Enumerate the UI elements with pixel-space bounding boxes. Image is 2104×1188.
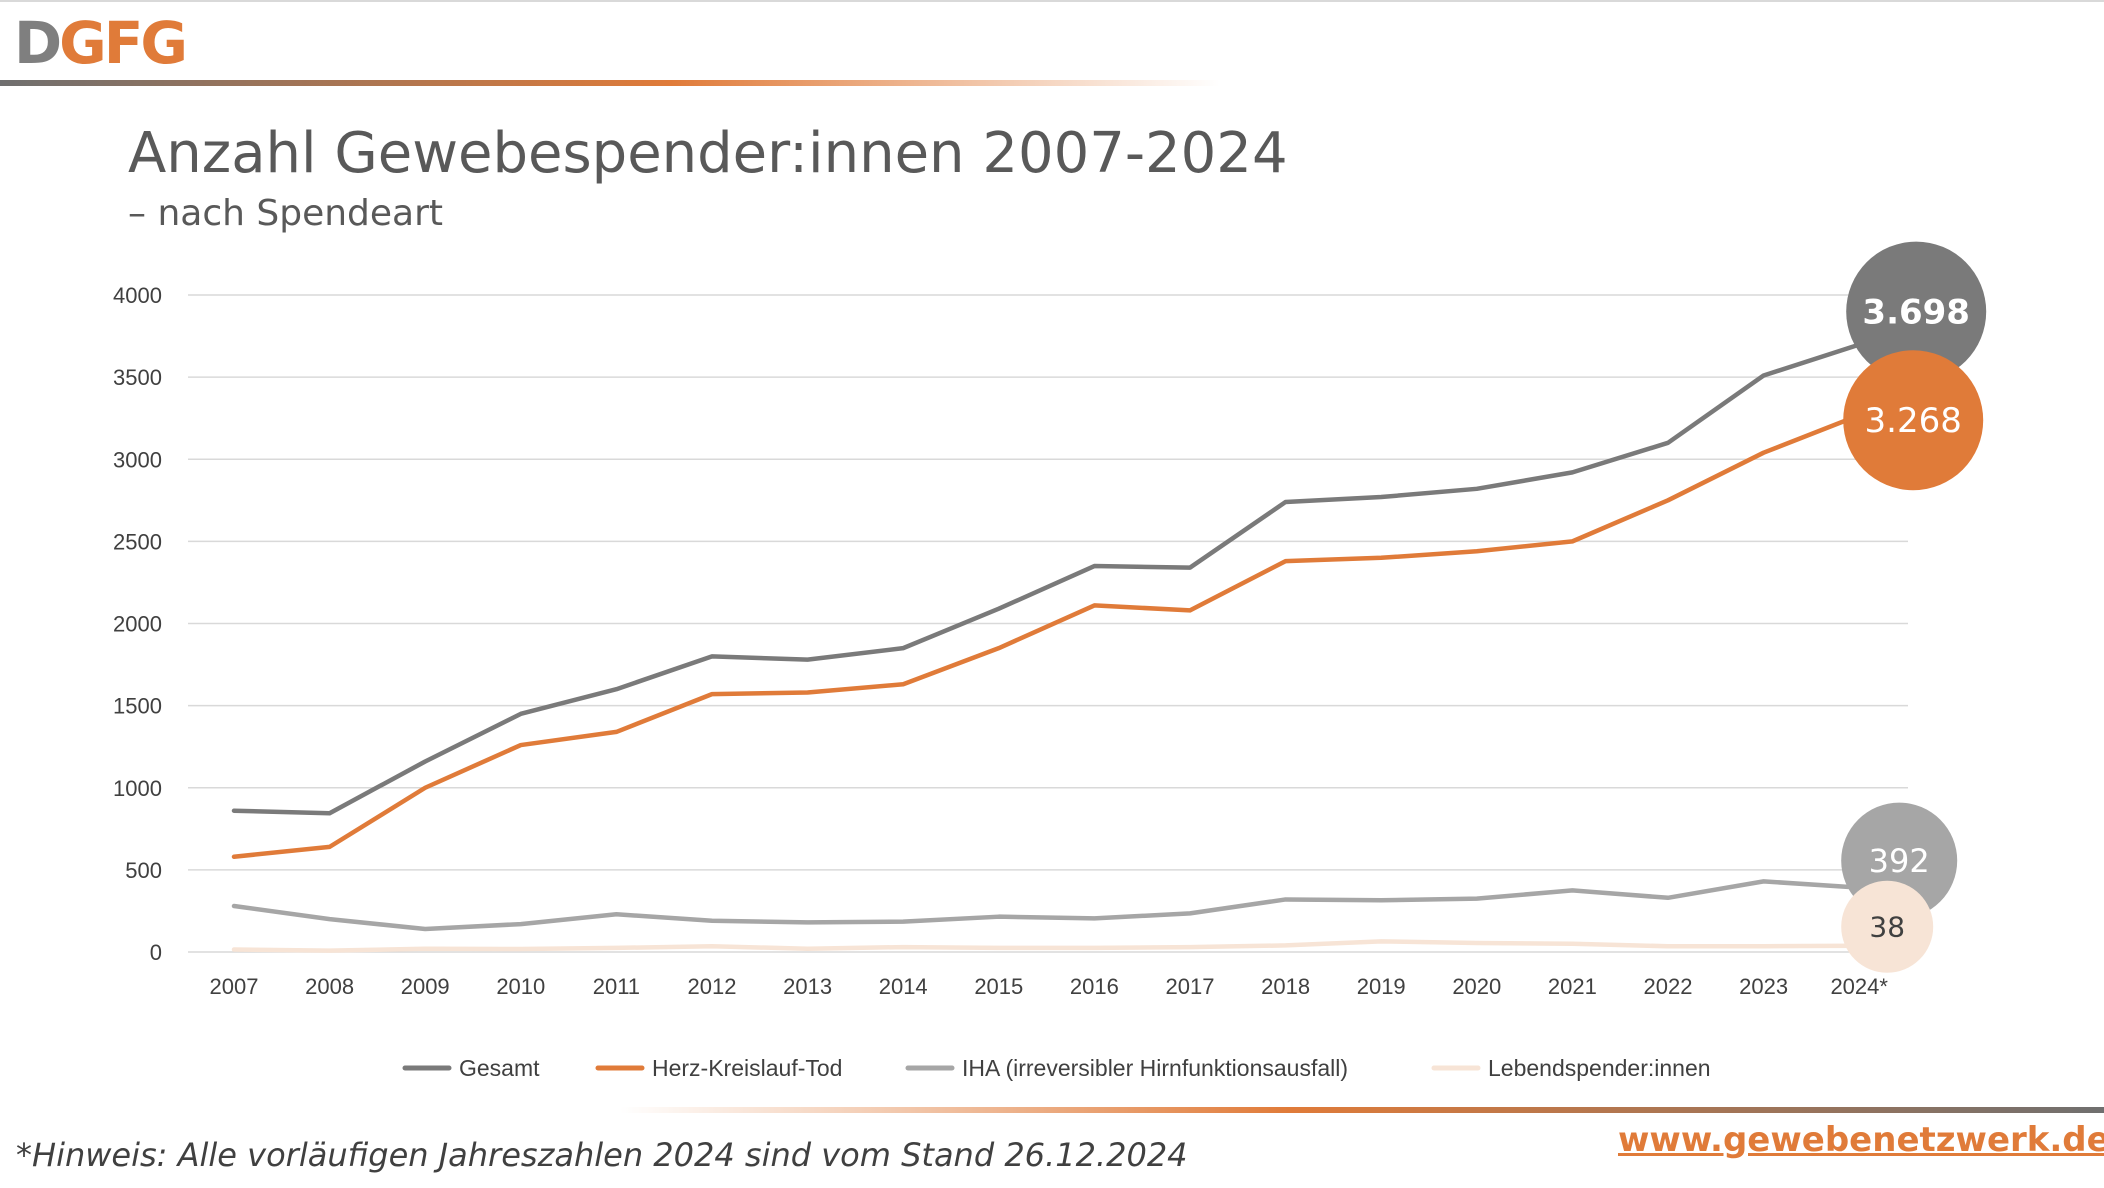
x-tick-label: 2007 bbox=[210, 974, 259, 999]
x-tick-label: 2013 bbox=[783, 974, 832, 999]
x-tick-label: 2021 bbox=[1548, 974, 1597, 999]
footnote: *Hinweis: Alle vorläufigen Jahreszahlen … bbox=[16, 1136, 1188, 1174]
x-tick-label: 2017 bbox=[1166, 974, 1215, 999]
grid-layer bbox=[188, 294, 1908, 953]
chart-title: Anzahl Gewebespender:innen 2007-2024 bbox=[128, 121, 1288, 186]
website-link[interactable]: www.gewebenetzwerk.de bbox=[1618, 1120, 2104, 1160]
x-tick-label: 2014 bbox=[879, 974, 928, 999]
end-label-value: 392 bbox=[1869, 842, 1930, 880]
logo-letters-gfg: GFG bbox=[59, 9, 188, 77]
x-tick-label: 2012 bbox=[688, 974, 737, 999]
end-label-bubble bbox=[1846, 241, 1987, 382]
end-label-bubble bbox=[1843, 350, 1984, 491]
end-label-value: 38 bbox=[1869, 911, 1905, 944]
series-line-herz-kreislauf-tod bbox=[231, 412, 1862, 859]
y-tick-label: 500 bbox=[125, 858, 162, 883]
legend: Gesamt Herz-Kreislauf-Tod IHA (irreversibl… bbox=[402, 1055, 1711, 1081]
legend-label: Gesamt bbox=[459, 1055, 540, 1081]
footer-divider bbox=[620, 1107, 2104, 1113]
legend-label: Lebendspender:innen bbox=[1488, 1055, 1711, 1081]
series-line-iha-irreversibler-hirnfunktionsausfall bbox=[231, 879, 1862, 932]
end-labels: 3.698 3.268 392 38 bbox=[1841, 241, 1987, 973]
end-label-value: 3.698 bbox=[1862, 293, 1970, 333]
logo-letter-d: D bbox=[14, 9, 62, 77]
series-line-gesamt bbox=[231, 342, 1862, 816]
x-tick-label: 2011 bbox=[593, 974, 640, 999]
x-tick-label: 2024* bbox=[1830, 974, 1888, 999]
y-tick-label: 1000 bbox=[113, 776, 162, 801]
top-rule bbox=[0, 0, 2104, 2]
x-tick-label: 2023 bbox=[1739, 974, 1788, 999]
y-tick-label: 4000 bbox=[113, 283, 162, 308]
legend-label: Herz-Kreislauf-Tod bbox=[652, 1055, 842, 1081]
end-label-bubble bbox=[1841, 880, 1934, 973]
x-tick-label: 2022 bbox=[1644, 974, 1693, 999]
series-line-lebendspender-innen bbox=[231, 939, 1862, 953]
x-tick-label: 2020 bbox=[1452, 974, 1501, 999]
end-label-value: 3.268 bbox=[1865, 401, 1962, 441]
series-layer bbox=[231, 342, 1862, 953]
header-divider bbox=[0, 80, 1220, 86]
y-tick-label: 2500 bbox=[113, 529, 162, 554]
legend-label: IHA (irreversibler Hirnfunktionsausfall) bbox=[962, 1055, 1348, 1081]
y-tick-label: 3000 bbox=[113, 447, 162, 472]
x-tick-label: 2008 bbox=[305, 974, 354, 999]
dgfg-logo: DGFG bbox=[14, 14, 188, 72]
x-tick-label: 2010 bbox=[496, 974, 545, 999]
x-tick-label: 2015 bbox=[974, 974, 1023, 999]
x-axis-ticks: 2007 2008 2009 2010 2011 2012 2013 2014 2015 2016… bbox=[210, 974, 1889, 999]
y-tick-label: 0 bbox=[150, 940, 162, 965]
chart-subtitle: – nach Spendeart bbox=[128, 193, 444, 234]
y-tick-label: 1500 bbox=[113, 694, 162, 719]
x-tick-label: 2016 bbox=[1070, 974, 1119, 999]
y-tick-label: 2000 bbox=[113, 612, 162, 637]
x-tick-label: 2009 bbox=[401, 974, 450, 999]
y-tick-label: 3500 bbox=[113, 365, 162, 390]
y-axis-ticks: 0 500 1000 1500 2000 2500 3000 3500 4000 bbox=[113, 283, 162, 965]
x-tick-label: 2019 bbox=[1357, 974, 1406, 999]
x-tick-label: 2018 bbox=[1261, 974, 1310, 999]
